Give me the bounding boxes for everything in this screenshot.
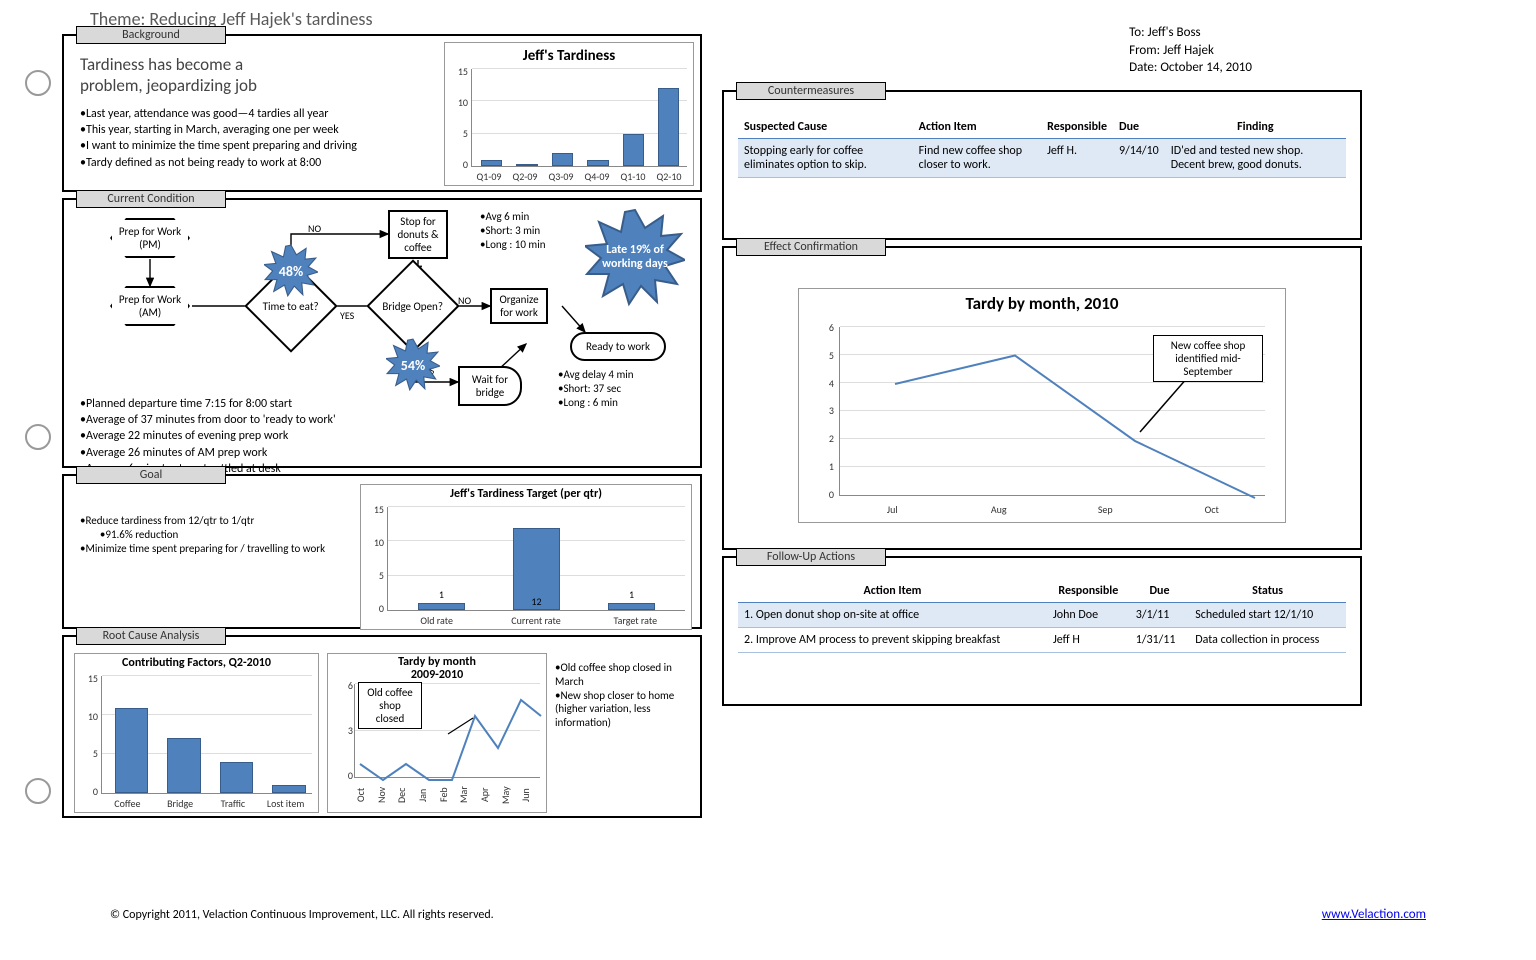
followup-panel: Follow-Up Actions Action Item Responsibl…	[722, 556, 1362, 706]
burst-48: 48%	[264, 244, 318, 298]
punch-hole	[25, 70, 51, 96]
table-row: Stopping early for coffee eliminates opt…	[738, 139, 1346, 178]
chart-title: Tardy by month, 2010	[799, 293, 1285, 314]
annotation-old-shop: Old coffee shop closed	[358, 682, 422, 729]
edge-label-no: NO	[458, 294, 471, 307]
footer-link[interactable]: www.Velaction.com	[1322, 907, 1426, 922]
burst-54: 54%	[386, 338, 440, 392]
panel-tab-goal: Goal	[76, 466, 226, 484]
panel-tab-root: Root Cause Analysis	[76, 627, 226, 645]
punch-hole	[25, 424, 51, 450]
tardy-month-small-chart: Tardy by month2009-2010 630 Old coffee s…	[327, 653, 547, 813]
root-cause-panel: Root Cause Analysis Contributing Factors…	[62, 635, 702, 818]
followup-table: Action Item Responsible Due Status 1. Op…	[738, 580, 1346, 653]
memo-meta: To: Jeff's BossFrom: Jeff HajekDate: Oct…	[1129, 24, 1252, 77]
edge-label-yes: YES	[340, 309, 354, 322]
tardiness-chart: Jeff's Tardiness 151050 Q1-09Q2-09Q3-09Q…	[444, 42, 694, 186]
chart-title: Contributing Factors, Q2-2010	[75, 656, 318, 670]
node-ready: Ready to work	[570, 332, 666, 361]
goal-bullets: •Reduce tardiness from 12/qtr to 1/qtr •…	[80, 494, 360, 619]
chart-title: Tardy by month2009-2010	[328, 656, 546, 682]
punch-hole	[25, 778, 51, 804]
chart-title: Jeff's Tardiness Target (per qtr)	[361, 487, 691, 501]
node-donuts: Stop for donuts & coffee	[388, 210, 448, 259]
annotation-new-shop: New coffee shop identified mid-September	[1153, 335, 1263, 382]
chart-title: Jeff's Tardiness	[445, 47, 693, 65]
table-row: 1. Open donut shop on-site at officeJohn…	[738, 603, 1346, 628]
factors-chart: Contributing Factors, Q2-2010 151050 Cof…	[74, 653, 319, 813]
panel-tab-background: Background	[76, 26, 226, 44]
background-panel: Background Tardiness has become a proble…	[62, 34, 702, 192]
countermeasures-panel: Countermeasures Suspected Cause Action I…	[722, 90, 1362, 240]
effect-panel: Effect Confirmation Tardy by month, 2010…	[722, 246, 1362, 550]
target-chart: Jeff's Tardiness Target (per qtr) 151050…	[360, 484, 692, 630]
root-notes: •Old coffee shop closed in March •New sh…	[555, 653, 685, 810]
flowchart: Prep for Work (PM) Prep for Work (AM) Ti…	[80, 214, 688, 394]
footer-copyright: © Copyright 2011, Velaction Continuous I…	[110, 908, 494, 922]
node-wait: Wait for bridge	[458, 366, 522, 406]
countermeasures-table: Suspected Cause Action Item Responsible …	[738, 116, 1346, 178]
avg-text-2: •Avg delay 4 min•Short: 37 sec•Long : 6 …	[558, 368, 634, 409]
avg-text-1: •Avg 6 min•Short: 3 min•Long : 10 min	[480, 210, 546, 251]
node-prep-am: Prep for Work (AM)	[110, 286, 190, 326]
current-condition-panel: Current Condition Prep for Work (PM) Pre…	[62, 198, 702, 468]
goal-panel: Goal •Reduce tardiness from 12/qtr to 1/…	[62, 474, 702, 629]
panel-tab-current: Current Condition	[76, 190, 226, 208]
tardy-month-big-chart: Tardy by month, 2010 6543210 New coffee …	[798, 288, 1286, 523]
edge-label-no: NO	[308, 222, 321, 235]
panel-tab-counter: Countermeasures	[736, 82, 886, 100]
panel-tab-followup: Follow-Up Actions	[736, 548, 886, 566]
burst-late: Late 19% of working days	[585, 208, 685, 308]
node-organize: Organize for work	[490, 288, 548, 324]
panel-tab-effect: Effect Confirmation	[736, 238, 886, 256]
table-row: 2. Improve AM process to prevent skippin…	[738, 628, 1346, 653]
node-prep-pm: Prep for Work (PM)	[110, 218, 190, 258]
